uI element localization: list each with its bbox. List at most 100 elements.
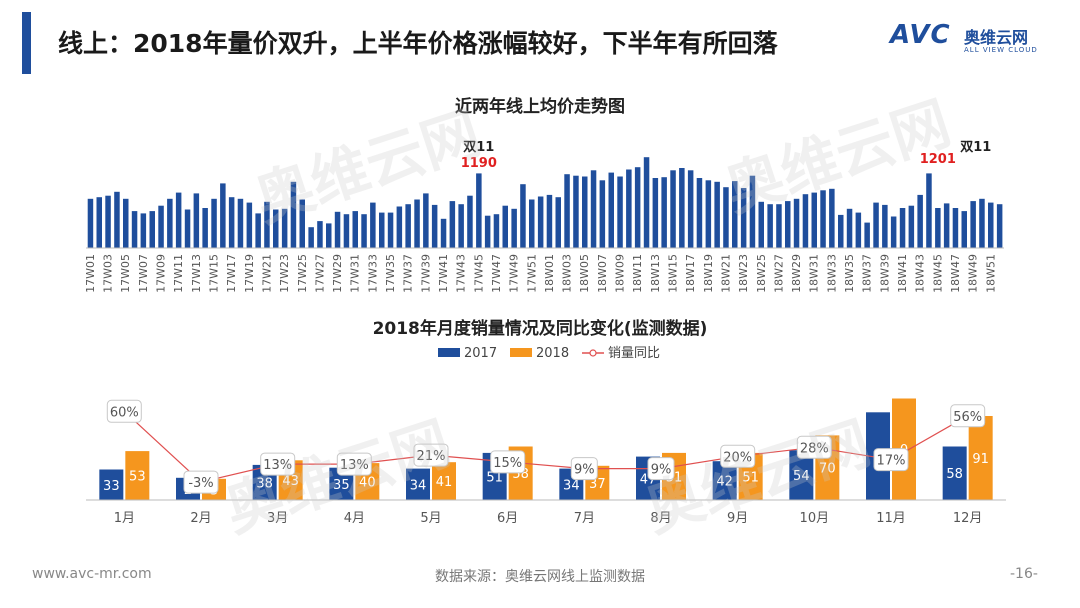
month-label: 8月 [650,511,671,526]
weekly-price-bar [926,173,932,248]
x-tick-label: 18W01 [543,254,556,293]
weekly-price-bar [996,204,1003,248]
title-accent-bar [22,12,31,74]
weekly-price-bar [476,173,482,248]
weekly-price-bar [396,206,403,248]
weekly-price-bar [158,205,164,248]
weekly-price-bar [564,174,570,248]
legend-label-2017: 2017 [464,346,497,361]
x-tick-label: 18W41 [896,254,909,293]
weekly-price-bar [882,204,888,248]
weekly-price-bar [687,170,694,248]
data-source-note: 数据来源：奥维云网线上监测数据 [435,569,645,585]
month-label: 3月 [267,511,288,526]
weekly-price-bar [387,212,394,248]
x-tick-label: 18W49 [967,254,980,293]
weekly-price-bar [220,183,226,248]
yoy-label-box [720,444,756,468]
bar-value-label-2018: 40 [359,476,376,491]
logo-main-text: AVC [890,20,951,50]
month-label: 9月 [727,511,748,526]
weekly-price-bar [520,184,526,248]
weekly-price-bar [899,208,906,248]
month-label: 10月 [800,511,830,526]
weekly-price-bar [184,209,191,248]
double11-annotation: 双11 [960,140,991,155]
yoy-label-box [570,457,598,481]
weekly-price-bar [175,192,182,248]
x-tick-label: 17W39 [419,254,432,293]
weekly-price-bar [299,199,305,248]
weekly-price-bar [723,187,729,248]
weekly-price-bar [449,201,456,248]
weekly-price-bar [361,214,367,248]
month-label: 6月 [497,511,518,526]
x-tick-label: 18W15 [667,254,680,293]
weekly-price-bar [193,193,200,248]
weekly-price-bar [873,202,879,248]
weekly-price-bar [890,216,897,248]
weekly-price-bar [555,197,561,248]
x-tick-label: 17W05 [119,254,132,293]
x-tick-label: 17W17 [225,254,238,293]
weekly-price-bar [661,177,667,248]
x-tick-label: 17W27 [313,254,326,293]
x-tick-label: 17W21 [261,254,274,293]
yoy-label: 60% [110,405,139,420]
monthly-sales-chart: 20172018销量同比33531月232月38433月35404月34415月… [86,346,1006,526]
weekly-price-bar [537,196,544,248]
x-tick-label: 18W27 [772,254,785,293]
month-label: 5月 [420,511,441,526]
x-tick-label: 18W21 [720,254,733,293]
weekly-price-bar [326,223,332,248]
legend-swatch-2017 [438,348,460,357]
weekly-price-bar [423,193,429,248]
weekly-price-bar [634,167,641,248]
weekly-price-bar [484,215,491,248]
weekly-price-bar [749,175,756,248]
weekly-price-bar [379,212,385,248]
weekly-price-bar [273,209,279,248]
bar-2017 [406,468,430,500]
weekly-price-bar [943,203,950,248]
month-label: 4月 [344,511,365,526]
weekly-price-bar [502,205,508,248]
weekly-price-bar [855,212,862,248]
bar-value-label-2018: 70 [819,462,836,477]
yoy-label-box [106,399,142,423]
x-tick-label: 17W07 [137,254,150,293]
legend-swatch-2018 [510,348,532,357]
yoy-line [123,410,968,483]
bar-value-label-2017: 38 [256,477,273,492]
x-tick-label: 17W25 [296,254,309,293]
page-title: 线上：2018年量价双升，上半年价格涨幅较好，下半年有所回落 [58,29,778,58]
x-tick-label: 18W29 [790,254,803,293]
weekly-price-bar [308,227,314,248]
weekly-price-bar [705,180,712,248]
yoy-label-box [490,450,526,474]
bar-2018 [968,416,993,500]
x-tick-label: 17W09 [155,254,168,293]
yoy-label: -3% [188,476,213,491]
weekly-price-bar [140,213,147,248]
weekly-price-bar [820,190,826,248]
x-tick-label: 17W13 [190,254,203,293]
bar-value-label-2017: 42 [716,475,733,490]
x-tick-label: 18W33 [825,254,838,293]
weekly-price-bar [317,221,323,248]
weekly-price-bar [167,198,173,248]
yoy-label-box [336,452,372,476]
weekly-price-bar [626,169,632,248]
legend-label-yoy: 销量同比 [608,346,660,361]
bar-value-label-2018: 41 [436,475,453,490]
yoy-label: 21% [417,449,446,464]
logo-english-text: ALL VIEW CLOUD [964,46,1038,54]
x-tick-label: 18W37 [861,254,874,293]
peak-value-label: 1190 [461,156,497,171]
weekly-price-bar [255,213,261,248]
weekly-price-bar [467,195,473,248]
weekly-price-bar [334,211,341,248]
weekly-price-bar [776,204,782,248]
weekly-price-bar [935,208,941,248]
x-tick-label: 18W35 [843,254,856,293]
